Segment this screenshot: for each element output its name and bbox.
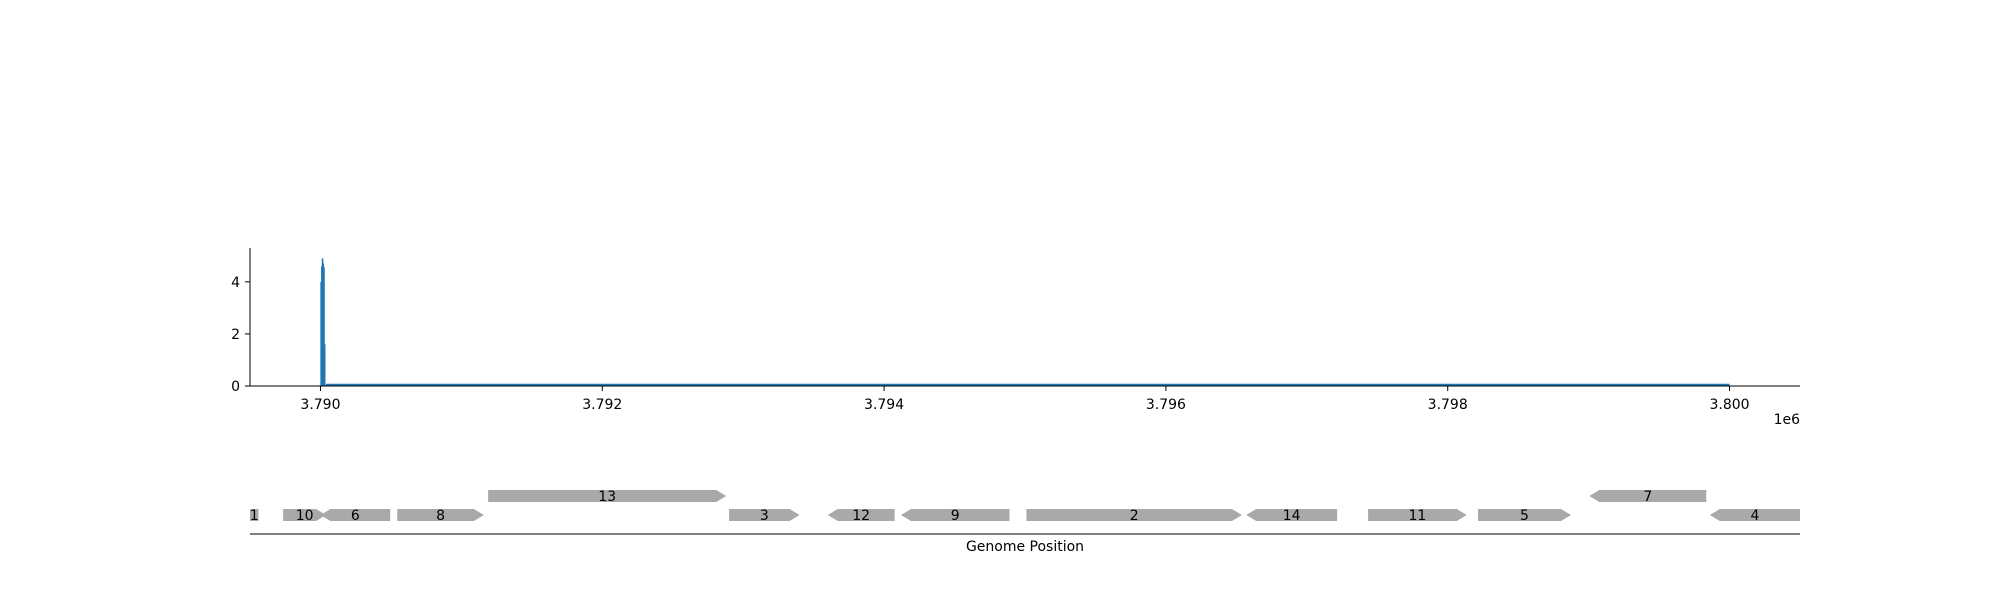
- gene-5: [1478, 509, 1572, 521]
- gene-12: [827, 509, 895, 521]
- gene-label: 11: [1409, 508, 1427, 524]
- y-tick-label: 2: [231, 327, 240, 343]
- gene-label: 7: [1643, 489, 1652, 505]
- gene-8: [397, 509, 484, 521]
- gene-label: 3: [760, 508, 769, 524]
- x-tick-label: 3.800: [1709, 397, 1749, 413]
- x-offset-label: 1e6: [1774, 412, 1801, 428]
- coverage-bars: [320, 258, 327, 386]
- x-tick-label: 3.790: [300, 397, 340, 413]
- gene-label: 14: [1283, 508, 1301, 524]
- x-ticks: 3.790 3.792 3.794 3.796 3.798 3.800: [300, 386, 1750, 413]
- gene-label: 4: [1750, 508, 1759, 524]
- gene-label: 2: [1130, 508, 1139, 524]
- gene-6: [320, 509, 391, 521]
- gene-label: 9: [951, 508, 960, 524]
- gene-label: 13: [598, 489, 616, 505]
- gene-11: [1368, 509, 1467, 521]
- x-tick-label: 3.794: [864, 397, 904, 413]
- gene-4: [1709, 509, 1800, 521]
- coverage-plot: 3.790 3.792 3.794 3.796 3.798 3.800 0 2 4 1e6: [231, 248, 1800, 428]
- gene-track: 1 10 6 8 13 3 12 9 2 14 11 5 7 4 Genome Position: [250, 489, 1800, 555]
- gene-label: 1: [250, 508, 259, 524]
- y-tick-label: 4: [231, 275, 240, 291]
- coverage-bar: [323, 267, 325, 386]
- gene-label: 10: [296, 508, 314, 524]
- gene-13: [488, 490, 727, 502]
- gene-label: 12: [852, 508, 870, 524]
- x-tick-label: 3.792: [582, 397, 622, 413]
- genes: 1 10 6 8 13 3 12 9 2 14 11 5 7 4: [250, 489, 1800, 524]
- gene-1: [250, 509, 259, 521]
- gene-label: 6: [351, 508, 360, 524]
- x-tick-label: 3.796: [1146, 397, 1186, 413]
- x-axis-label: Genome Position: [966, 539, 1084, 555]
- y-tick-label: 0: [231, 379, 240, 395]
- gene-9: [901, 509, 1010, 521]
- gene-2: [1026, 509, 1242, 521]
- coverage-bar: [323, 344, 326, 386]
- gene-14: [1246, 509, 1338, 521]
- gene-label: 5: [1520, 508, 1529, 524]
- y-ticks: 0 2 4: [231, 275, 250, 395]
- gene-label: 8: [436, 508, 445, 524]
- gene-10: [283, 509, 327, 521]
- gene-7: [1589, 490, 1707, 502]
- gene-3: [729, 509, 800, 521]
- x-tick-label: 3.798: [1428, 397, 1468, 413]
